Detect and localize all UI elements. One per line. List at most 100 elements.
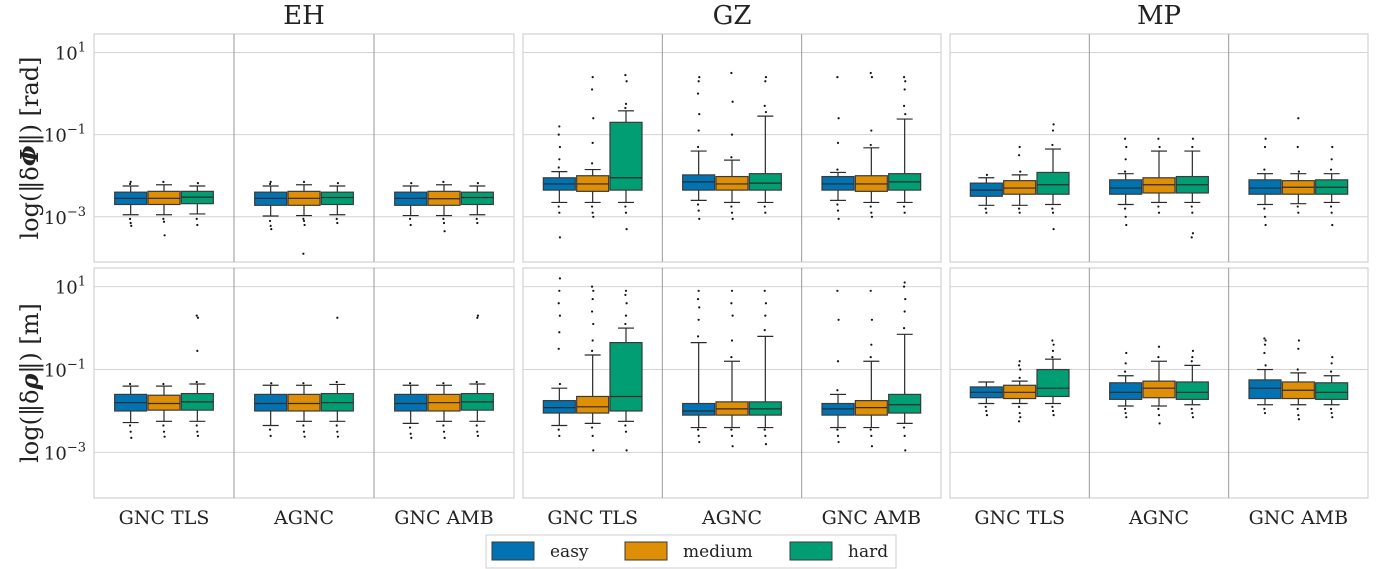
outlier-point — [1158, 145, 1161, 149]
outlier-point — [269, 434, 272, 437]
y-tick-label: 101 — [55, 40, 86, 64]
outlier-point — [764, 76, 768, 79]
outlier-point — [558, 289, 561, 292]
outlier-point — [443, 230, 446, 233]
outlier-point — [625, 449, 628, 452]
outlier-point — [1017, 364, 1021, 367]
outlier-point — [1157, 345, 1161, 348]
outlier-point — [763, 289, 766, 292]
outlier-point — [1052, 123, 1055, 126]
outlier-point — [696, 92, 700, 95]
outlier-point — [836, 434, 840, 437]
outlier-point — [1017, 405, 1021, 408]
outlier-point — [1263, 351, 1266, 355]
box-hard — [1175, 381, 1209, 400]
outlier-point — [1330, 158, 1333, 161]
y-tick-base: 10 — [55, 278, 78, 299]
outlier-point — [1263, 407, 1266, 411]
outlier-point — [1191, 137, 1195, 140]
box-easy — [254, 393, 288, 412]
outlier-point — [1191, 211, 1194, 214]
outlier-point — [903, 310, 906, 313]
outlier-point — [836, 141, 840, 144]
outlier-point — [1051, 207, 1054, 210]
outlier-point — [696, 335, 700, 338]
outlier-point — [1329, 205, 1333, 208]
outlier-point — [697, 129, 700, 132]
outlier-point — [558, 314, 562, 317]
box-hard — [609, 121, 643, 191]
outlier-point — [442, 382, 445, 385]
outlier-point — [730, 434, 734, 437]
outlier-point — [590, 285, 594, 288]
outlier-point — [1296, 407, 1299, 411]
outlier-point — [476, 316, 479, 319]
outlier-point — [869, 143, 872, 147]
outlier-point — [697, 434, 700, 437]
outlier-point — [836, 168, 839, 171]
outlier-point — [1017, 420, 1021, 423]
outlier-point — [902, 104, 906, 107]
outlier-point — [1157, 211, 1161, 214]
outlier-point — [162, 430, 166, 433]
outlier-point — [1263, 215, 1267, 218]
outlier-point — [1296, 145, 1299, 149]
outlier-point — [591, 339, 594, 342]
outlier-point — [985, 409, 988, 413]
outlier-point — [1297, 211, 1300, 214]
box-group — [394, 180, 494, 233]
outlier-point — [302, 252, 305, 255]
outlier-point — [1331, 145, 1334, 149]
box-easy — [1248, 379, 1282, 400]
outlier-point — [442, 180, 445, 183]
y-tick-exponent: −3 — [67, 440, 86, 455]
outlier-point — [698, 76, 701, 79]
outlier-point — [837, 318, 840, 321]
outlier-point — [558, 277, 562, 280]
outlier-point — [1018, 411, 1021, 415]
outlier-point — [624, 102, 628, 105]
outlier-point — [869, 289, 872, 292]
outlier-point — [763, 104, 766, 107]
outlier-point — [625, 302, 628, 305]
outlier-point — [162, 217, 165, 220]
outlier-point — [836, 203, 839, 206]
outlier-point — [764, 302, 768, 305]
y-tick-exponent: −3 — [67, 205, 86, 220]
outlier-point — [128, 217, 132, 220]
outlier-point — [336, 435, 340, 438]
outlier-point — [1125, 351, 1128, 355]
outlier-point — [1124, 215, 1127, 218]
outlier-point — [870, 445, 874, 448]
y-tick-base: 10 — [44, 126, 67, 147]
outlier-point — [1297, 414, 1300, 417]
box-group — [394, 314, 494, 440]
outlier-point — [764, 80, 767, 83]
outlier-point — [195, 217, 198, 220]
outlier-point — [1124, 411, 1127, 415]
box-group — [1109, 345, 1209, 425]
outlier-point — [128, 382, 132, 386]
outlier-point — [1124, 158, 1127, 161]
outlier-point — [1051, 355, 1054, 359]
box-hard — [748, 173, 782, 191]
outlier-point — [336, 430, 339, 433]
x-tick-label: AGNC — [1128, 507, 1189, 529]
outlier-point — [730, 71, 733, 75]
x-tick-label: GNC AMB — [822, 507, 922, 529]
outlier-point — [903, 88, 906, 91]
box-group — [1248, 117, 1349, 227]
y-tick-exponent: 1 — [78, 275, 86, 290]
outlier-point — [696, 145, 700, 149]
outlier-point — [730, 205, 733, 208]
y-tick-label: 10−1 — [44, 123, 86, 147]
box-group — [821, 71, 922, 220]
outlier-point — [870, 343, 873, 346]
outlier-point — [903, 211, 906, 214]
outlier-point — [1123, 170, 1127, 173]
outlier-point — [870, 211, 873, 214]
outlier-point — [730, 133, 734, 136]
legend-label: medium — [683, 542, 753, 562]
outlier-point — [269, 180, 272, 183]
outlier-point — [558, 434, 561, 437]
